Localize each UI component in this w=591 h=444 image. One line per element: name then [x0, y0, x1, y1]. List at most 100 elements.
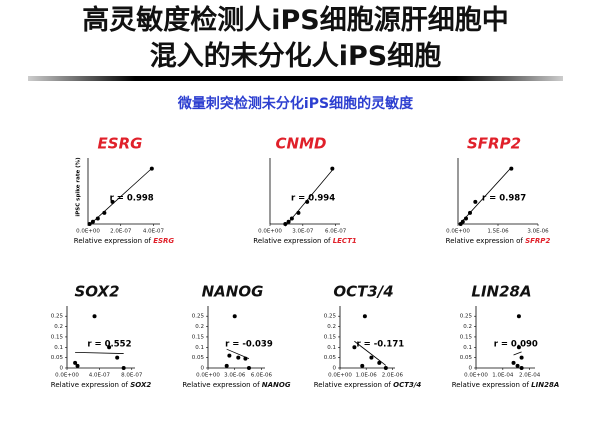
data-point [75, 363, 80, 368]
data-point [224, 363, 229, 368]
y-tick-label: 0.2 [195, 324, 204, 330]
x-tick-label: 4.0E-07 [143, 229, 165, 235]
x-tick-label: 0.0E+00 [258, 229, 282, 235]
scatter-chart: ESRG 0.0E+00 2.0E-07 4.0E-07 iPSC spike rate… [74, 135, 175, 246]
y-tick-label: 0.15 [460, 334, 473, 340]
chart-title: SFRP2 [467, 135, 521, 153]
chart-title: NANOG [202, 283, 264, 301]
data-point [377, 360, 382, 365]
data-point [227, 353, 232, 358]
y-tick-label: 0.2 [463, 324, 472, 330]
x-axis-label-text: Relative expression of [314, 381, 392, 389]
trend-line [513, 351, 522, 356]
data-point [87, 222, 92, 226]
data-point [92, 314, 97, 319]
scatter-chart: NANOG 0.0E+00 3.0E-06 6.0E-06 0 0.05 0.1 0.15 0.… [182, 283, 291, 390]
y-tick-label: 0.2 [54, 324, 63, 330]
y-axis-label: iPSC spike rate (%) [76, 157, 82, 217]
data-point [243, 356, 248, 361]
annotation: r = 0.090 [494, 340, 538, 350]
data-point [516, 345, 521, 350]
data-point [519, 366, 524, 370]
y-tick-label: 0.25 [192, 314, 205, 320]
x-tick-label: 2.0E-07 [110, 229, 132, 235]
y-tick-label: 0 [333, 366, 337, 372]
data-point [352, 345, 357, 350]
x-tick-label: 1.5E-06 [487, 229, 509, 235]
x-tick-label: 3.0E-06 [527, 229, 549, 235]
y-tick-label: 0.1 [54, 345, 63, 351]
data-point [115, 355, 120, 360]
x-axis-label-gene: OCT3/4 [393, 381, 421, 389]
scatter-chart: SFRP2 0.0E+00 1.5E-06 3.0E-06 Relative expre… [446, 135, 551, 246]
data-point [283, 222, 288, 226]
x-tick-label: 0.0E+00 [446, 229, 470, 235]
x-axis-label-gene: SOX2 [130, 381, 151, 389]
data-point [95, 216, 100, 221]
annotation: r = 0.552 [87, 340, 131, 350]
data-point [468, 210, 472, 215]
y-tick-label: 0.15 [324, 334, 337, 340]
scatter-chart: SOX2 0.0E+00 4.0E-07 8.0E-07 0 0.05 0.1 0.15 0.2… [51, 283, 152, 390]
y-tick-label: 0.25 [460, 314, 473, 320]
x-axis-label-text: Relative expression of [51, 381, 129, 389]
y-tick-label: 0 [469, 366, 473, 372]
data-point [369, 355, 374, 360]
data-point [289, 216, 294, 221]
data-point [296, 210, 301, 215]
x-axis-label: Relative expression of NANOG [182, 381, 291, 389]
y-tick-label: 0 [201, 366, 205, 372]
x-tick-label: 0.0E+00 [464, 373, 488, 379]
data-point [383, 366, 388, 370]
annotation: r = 0.994 [291, 194, 335, 204]
y-tick-label: 0.25 [51, 314, 64, 320]
data-point [107, 345, 112, 350]
x-tick-label: 0.0E+00 [328, 373, 352, 379]
x-axis-label-text: Relative expression of [253, 237, 331, 245]
y-tick-label: 0.25 [324, 314, 337, 320]
x-axis-label-gene: LIN28A [531, 381, 559, 389]
x-axis-label: Relative expression of SFRP2 [446, 237, 551, 245]
data-point [246, 366, 251, 370]
x-axis-label-gene: NANOG [262, 381, 291, 389]
subtitle: 微量刺突检测未分化iPS细胞的灵敏度 [177, 96, 414, 112]
x-axis-label: Relative expression of SOX2 [51, 381, 152, 389]
chart-title: LIN28A [471, 283, 531, 301]
x-axis-label: Relative expression of OCT3/4 [314, 381, 422, 389]
y-tick-label: 0.05 [51, 355, 64, 361]
data-point [305, 199, 310, 204]
x-tick-label: 3.0E-07 [292, 229, 314, 235]
y-tick-label: 0.15 [51, 334, 64, 340]
x-tick-label: 6.0E-07 [325, 229, 347, 235]
data-point [473, 199, 478, 204]
x-tick-label: 2.0E-06 [382, 373, 404, 379]
annotation: r = -0.171 [357, 340, 405, 350]
chart-title: ESRG [98, 135, 143, 153]
annotation: r = 0.987 [482, 194, 526, 204]
x-axis-label: Relative expression of ESRG [74, 237, 175, 245]
chart-title: OCT3/4 [333, 283, 393, 301]
trend-line [89, 168, 153, 226]
data-point [232, 314, 237, 319]
trend-line [285, 169, 333, 227]
data-point [236, 355, 241, 360]
x-tick-label: 0.0E+00 [55, 373, 79, 379]
x-tick-label: 8.0E-07 [121, 373, 143, 379]
data-point [90, 219, 95, 224]
y-tick-label: 0.1 [463, 345, 472, 351]
data-point [511, 360, 516, 365]
y-tick-label: 0 [60, 366, 64, 372]
x-axis-label-gene: ESRG [153, 237, 174, 245]
x-axis-label-text: Relative expression of [74, 237, 152, 245]
data-point [464, 216, 468, 221]
y-tick-label: 0.05 [192, 355, 205, 361]
x-tick-label: 0.0E+00 [196, 373, 220, 379]
annotation: r = -0.039 [225, 340, 273, 350]
data-point [458, 222, 463, 226]
data-point [360, 363, 365, 368]
x-axis-label-gene: SFRP2 [525, 237, 550, 245]
y-tick-label: 0.2 [327, 324, 336, 330]
trend-line [75, 352, 124, 354]
y-tick-label: 0.1 [195, 345, 204, 351]
